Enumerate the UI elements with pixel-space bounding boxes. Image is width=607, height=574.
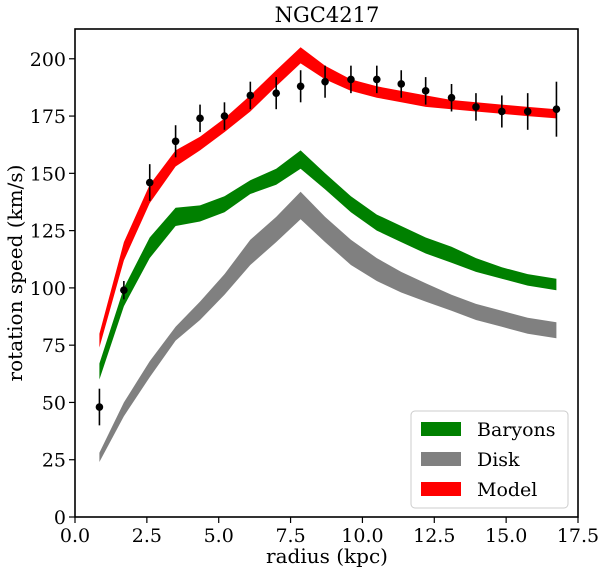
plot-frame [74,28,579,518]
x-tick-label: 10.0 [341,525,383,547]
data-marker [472,103,480,111]
data-point [220,102,229,130]
y-axis: 0 25 50 75 100 125 150 175 200 [30,49,75,529]
data-point [498,95,506,128]
data-marker [498,107,506,116]
data-point [347,65,355,94]
x-axis-label: radius (kpc) [266,544,388,568]
data-point [321,65,329,98]
legend-label-model: Model [477,479,537,501]
data-marker [95,403,104,411]
y-tick-label: 125 [30,221,66,243]
data-points-layer [95,65,561,426]
x-tick-label: 0.0 [60,525,90,547]
legend-swatch-baryons [421,422,461,436]
data-point [373,65,381,94]
band-layer [99,47,557,462]
chart-title: NGC4217 [275,3,380,27]
data-point [171,125,180,158]
legend-label-disk: Disk [477,449,520,471]
y-tick-label: 25 [42,450,66,472]
legend: Baryons Disk Model [410,410,569,509]
x-tick-label: 2.5 [132,525,162,547]
band-disk [99,191,557,462]
data-marker [145,178,154,187]
data-marker [373,75,381,84]
data-point [397,70,406,98]
data-marker [447,93,456,102]
data-point [296,70,305,103]
y-tick-label: 200 [30,49,66,71]
data-point [523,93,532,130]
x-tick-label: 12.5 [413,525,455,547]
data-marker [421,87,430,95]
data-marker [347,75,355,84]
data-point [120,281,128,300]
data-marker [220,112,229,120]
data-marker [523,107,532,116]
x-tick-label: 15.0 [485,525,527,547]
data-point [196,104,204,133]
data-point [145,164,154,201]
data-marker [196,114,204,123]
data-marker [120,286,128,294]
data-marker [296,82,305,91]
x-tick-label: 17.5 [557,525,599,547]
data-point [447,83,456,112]
x-tick-label: 5.0 [204,525,234,547]
x-axis: 0.0 2.5 5.0 7.5 10.0 12.5 15.0 17.5 [60,517,599,547]
y-axis-label: rotation speed (km/s) [3,165,27,382]
legend-label-baryons: Baryons [477,419,556,441]
y-tick-label: 75 [42,335,66,357]
data-point [272,77,281,110]
y-tick-label: 50 [42,392,66,414]
legend-swatch-disk [421,452,461,466]
y-tick-label: 0 [54,507,66,529]
data-marker [171,137,180,146]
band-baryons [99,150,557,380]
y-tick-label: 100 [30,278,66,300]
data-point [246,81,255,110]
data-point [552,81,561,137]
legend-swatch-model [421,482,461,496]
data-marker [246,91,255,100]
data-marker [272,89,281,97]
y-tick-label: 175 [30,106,66,128]
x-tick-label: 7.5 [275,525,305,547]
data-marker [321,77,329,86]
y-tick-label: 150 [30,163,66,185]
data-marker [552,105,561,113]
data-point [472,93,480,121]
data-point [421,77,430,105]
data-point [95,388,104,426]
data-marker [397,80,406,88]
band-model [99,47,557,348]
